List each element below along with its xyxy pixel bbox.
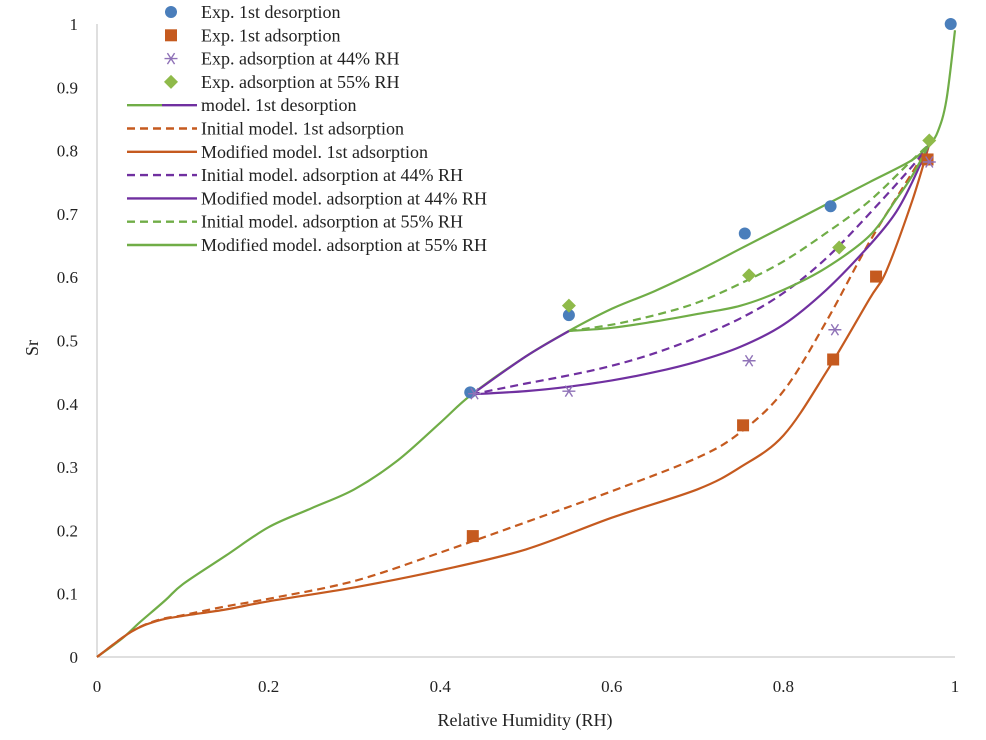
marker-3-1 — [742, 268, 757, 283]
legend: Exp. 1st desorption Exp. 1st adsorption Ex… — [127, 2, 487, 255]
series-line-6 — [96, 143, 931, 658]
y-tick-label: 0.1 — [57, 585, 78, 604]
y-tick-label: 0 — [70, 648, 79, 667]
legend-entry-1: Exp. 1st adsorption — [165, 25, 341, 45]
y-tick-label: 0.7 — [57, 205, 79, 224]
marker-0-2 — [738, 227, 751, 240]
legend-label-2: Exp. adsorption at 44% RH — [201, 49, 399, 69]
legend-entry-4: model. 1st desorption — [127, 95, 357, 115]
legend-label-8: Modified model. adsorption at 44% RH — [201, 188, 487, 208]
legend-label-5: Initial model. 1st adsorption — [201, 119, 404, 139]
legend-label-7: Initial model. adsorption at 44% RH — [201, 165, 463, 185]
x-tick-label: 0.2 — [258, 677, 279, 696]
legend-symbol-3 — [164, 74, 178, 89]
marker-1-2 — [827, 353, 840, 366]
y-tick-label: 0.4 — [57, 395, 79, 414]
marker-3-0 — [561, 298, 576, 313]
series-markers — [464, 18, 957, 543]
x-axis-title: Relative Humidity (RH) — [438, 710, 613, 731]
axes: 0 0.2 0.4 0.6 0.8 1 0 0.1 0.2 0.3 0.4 0.5 0.6 0.7 0.8 0… — [57, 15, 960, 696]
series-line-9 — [568, 143, 931, 333]
legend-entry-3: Exp. adsorption at 55% RH — [164, 72, 399, 92]
series-line-8 — [471, 143, 931, 396]
y-tick-label: 1 — [70, 15, 79, 34]
series-line-7 — [471, 143, 931, 396]
legend-entry-2: Exp. adsorption at 44% RH — [164, 49, 399, 69]
legend-entry-6: Modified model. 1st adsorption — [127, 142, 428, 162]
marker-2-0 — [468, 387, 482, 400]
y-axis-title: Sr — [22, 340, 42, 356]
legend-entry-5: Initial model. 1st adsorption — [127, 119, 404, 139]
legend-symbol-1 — [165, 29, 177, 42]
y-tick-label: 0.8 — [57, 142, 78, 161]
marker-2-2 — [742, 354, 756, 367]
x-tick-label: 1 — [951, 677, 960, 696]
legend-label-3: Exp. adsorption at 55% RH — [201, 72, 399, 92]
marker-1-3 — [870, 270, 883, 283]
y-tick-label: 0.6 — [57, 268, 78, 287]
marker-0-1 — [562, 309, 575, 322]
y-tick-label: 0.3 — [57, 458, 78, 477]
x-tick-label: 0.8 — [773, 677, 794, 696]
marker-1-1 — [737, 419, 750, 432]
x-tick-label: 0 — [93, 677, 102, 696]
marker-3-2 — [832, 240, 847, 255]
legend-symbol-0 — [165, 6, 177, 18]
series-line-10 — [568, 143, 931, 333]
legend-label-6: Modified model. 1st adsorption — [201, 142, 428, 162]
marker-3-3 — [922, 133, 937, 148]
legend-entry-7: Initial model. adsorption at 44% RH — [127, 165, 463, 185]
y-tick-label: 0.9 — [57, 78, 78, 97]
legend-entry-10: Modified model. adsorption at 55% RH — [127, 235, 487, 255]
legend-entry-0: Exp. 1st desorption — [165, 2, 341, 22]
y-tick-label: 0.5 — [57, 332, 78, 351]
marker-1-0 — [466, 530, 479, 543]
legend-label-0: Exp. 1st desorption — [201, 2, 341, 22]
y-tick-label: 0.2 — [57, 521, 78, 540]
marker-2-4 — [922, 156, 936, 168]
legend-entry-9: Initial model. adsorption at 55% RH — [127, 212, 463, 232]
legend-entry-8: Modified model. adsorption at 44% RH — [127, 188, 487, 208]
marker-2-1 — [562, 385, 576, 398]
marker-0-3 — [824, 200, 837, 213]
legend-label-4: model. 1st desorption — [201, 95, 357, 115]
marker-0-4 — [944, 18, 957, 30]
series-lines — [96, 30, 957, 658]
legend-symbol-2 — [164, 52, 178, 65]
x-tick-label: 0.6 — [601, 677, 622, 696]
legend-label-1: Exp. 1st adsorption — [201, 25, 341, 45]
legend-label-9: Initial model. adsorption at 55% RH — [201, 212, 463, 232]
series-line-4-overlay — [471, 330, 570, 396]
x-tick-label: 0.4 — [430, 677, 452, 696]
marker-2-3 — [828, 323, 842, 336]
legend-label-10: Modified model. adsorption at 55% RH — [201, 235, 487, 255]
